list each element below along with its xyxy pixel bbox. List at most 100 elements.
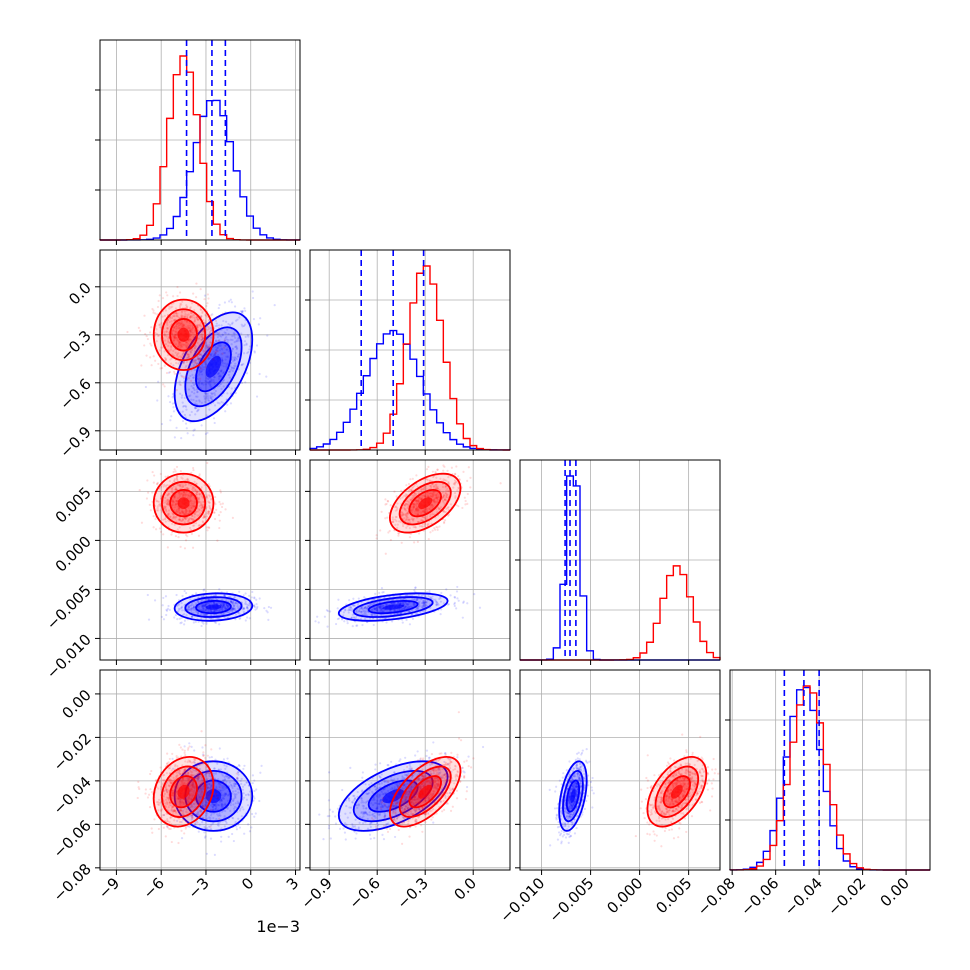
contour-blue: [173, 592, 254, 622]
scatter-point-blue: [214, 807, 217, 811]
scatter-point-red: [165, 790, 169, 794]
scatter-point-blue: [216, 762, 219, 765]
scatter-point-red: [164, 501, 167, 504]
scatter-point-blue: [212, 610, 216, 613]
scatter-point-blue: [357, 597, 360, 600]
scatter-point-red: [201, 781, 204, 784]
scatter-point-blue: [231, 609, 234, 612]
scatter-point-red: [447, 514, 450, 517]
scatter-point-red: [175, 323, 179, 326]
scatter-point-red: [189, 333, 192, 337]
scatter-point-blue: [188, 742, 191, 745]
scatter-point-blue: [192, 429, 195, 432]
scatter-point-blue: [173, 436, 176, 439]
scatter-point-blue: [232, 607, 235, 611]
scatter-point-blue: [356, 624, 359, 627]
scatter-point-blue: [160, 615, 163, 619]
scatter-point-red: [179, 344, 183, 347]
scatter-point-red: [173, 523, 176, 526]
scatter-point-red: [183, 513, 186, 516]
scatter-point-blue: [186, 778, 190, 781]
scatter-point-red: [214, 319, 218, 323]
scatter-point-red: [406, 506, 409, 510]
scatter-point-blue: [378, 605, 382, 608]
histogram-red: [100, 55, 300, 241]
scatter-point-blue: [237, 773, 240, 776]
scatter-point-red: [396, 502, 399, 505]
scatter-point-blue: [380, 608, 384, 612]
scatter-point-red: [182, 324, 185, 327]
scatter-point-red: [177, 536, 180, 539]
scatter-point-blue: [209, 357, 212, 360]
scatter-point-red: [186, 486, 189, 490]
scatter-point-red: [168, 480, 171, 483]
scatter-point-blue: [237, 611, 240, 615]
scatter-point-red: [437, 507, 441, 510]
scatter-point-red: [405, 515, 408, 519]
scatter-point-red: [443, 510, 446, 514]
scatter-point-blue: [190, 398, 193, 401]
scatter-point-red: [397, 534, 400, 537]
scatter-point-blue: [210, 378, 213, 381]
scatter-point-blue: [217, 306, 220, 310]
scatter-point-blue: [227, 835, 230, 838]
scatter-point-blue: [226, 355, 229, 358]
scatter-point-blue: [232, 366, 236, 370]
scatter-point-blue: [208, 782, 211, 786]
scatter-point-blue: [190, 814, 193, 817]
scatter-point-red: [165, 320, 168, 323]
scatter-point-blue: [210, 783, 213, 786]
scatter-point-red: [195, 482, 198, 485]
scatter-point-blue: [209, 786, 212, 789]
scatter-point-red: [193, 513, 196, 516]
scatter-point-red: [164, 517, 167, 520]
scatter-point-blue: [212, 378, 215, 382]
scatter-point-red: [171, 486, 174, 489]
scatter-point-red: [207, 346, 210, 349]
scatter-point-blue: [233, 607, 236, 610]
scatter-point-blue: [206, 786, 210, 789]
scatter-point-red: [200, 495, 203, 498]
scatter-point-blue: [221, 359, 224, 362]
scatter-point-blue: [226, 605, 230, 608]
scatter-point-red: [154, 517, 157, 521]
scatter-point-blue: [233, 783, 236, 786]
scatter-point-red: [446, 469, 449, 472]
scatter-point-blue: [243, 340, 247, 343]
scatter-point-blue: [434, 598, 437, 601]
scatter-point-blue: [180, 605, 184, 608]
scatter-point-red: [436, 487, 439, 490]
scatter-point-red: [175, 510, 178, 513]
scatter-point-red: [172, 793, 176, 796]
scatter-point-red: [166, 501, 170, 504]
scatter-point-red: [206, 497, 209, 500]
scatter-point-red: [189, 328, 192, 331]
scatter-point-blue: [247, 335, 250, 338]
scatter-point-red: [182, 510, 185, 513]
scatter-point-blue: [205, 852, 209, 855]
scatter-point-red: [188, 517, 191, 520]
scatter-point-blue: [196, 409, 200, 412]
panel-content: [126, 282, 276, 440]
scatter-point-blue: [253, 350, 256, 353]
scatter-point-blue: [378, 606, 382, 609]
scatter-point-red: [412, 525, 415, 529]
scatter-point-red: [432, 504, 435, 508]
scatter-point-blue: [397, 612, 400, 615]
scatter-point-blue: [236, 355, 239, 358]
scatter-point-blue: [188, 825, 191, 828]
scatter-point-red: [400, 511, 403, 514]
scatter-point-red: [177, 492, 181, 495]
scatter-point-blue: [203, 588, 206, 591]
scatter-point-blue: [251, 781, 254, 785]
scatter-point-blue: [217, 609, 220, 612]
scatter-point-blue: [417, 605, 420, 609]
scatter-point-blue: [209, 326, 212, 330]
scatter-point-blue: [196, 378, 199, 381]
scatter-point-red: [151, 470, 154, 474]
scatter-point-blue: [241, 806, 244, 809]
scatter-point-red: [412, 506, 415, 510]
scatter-point-red: [419, 520, 423, 523]
scatter-point-blue: [222, 779, 225, 782]
scatter-point-blue: [391, 598, 395, 602]
